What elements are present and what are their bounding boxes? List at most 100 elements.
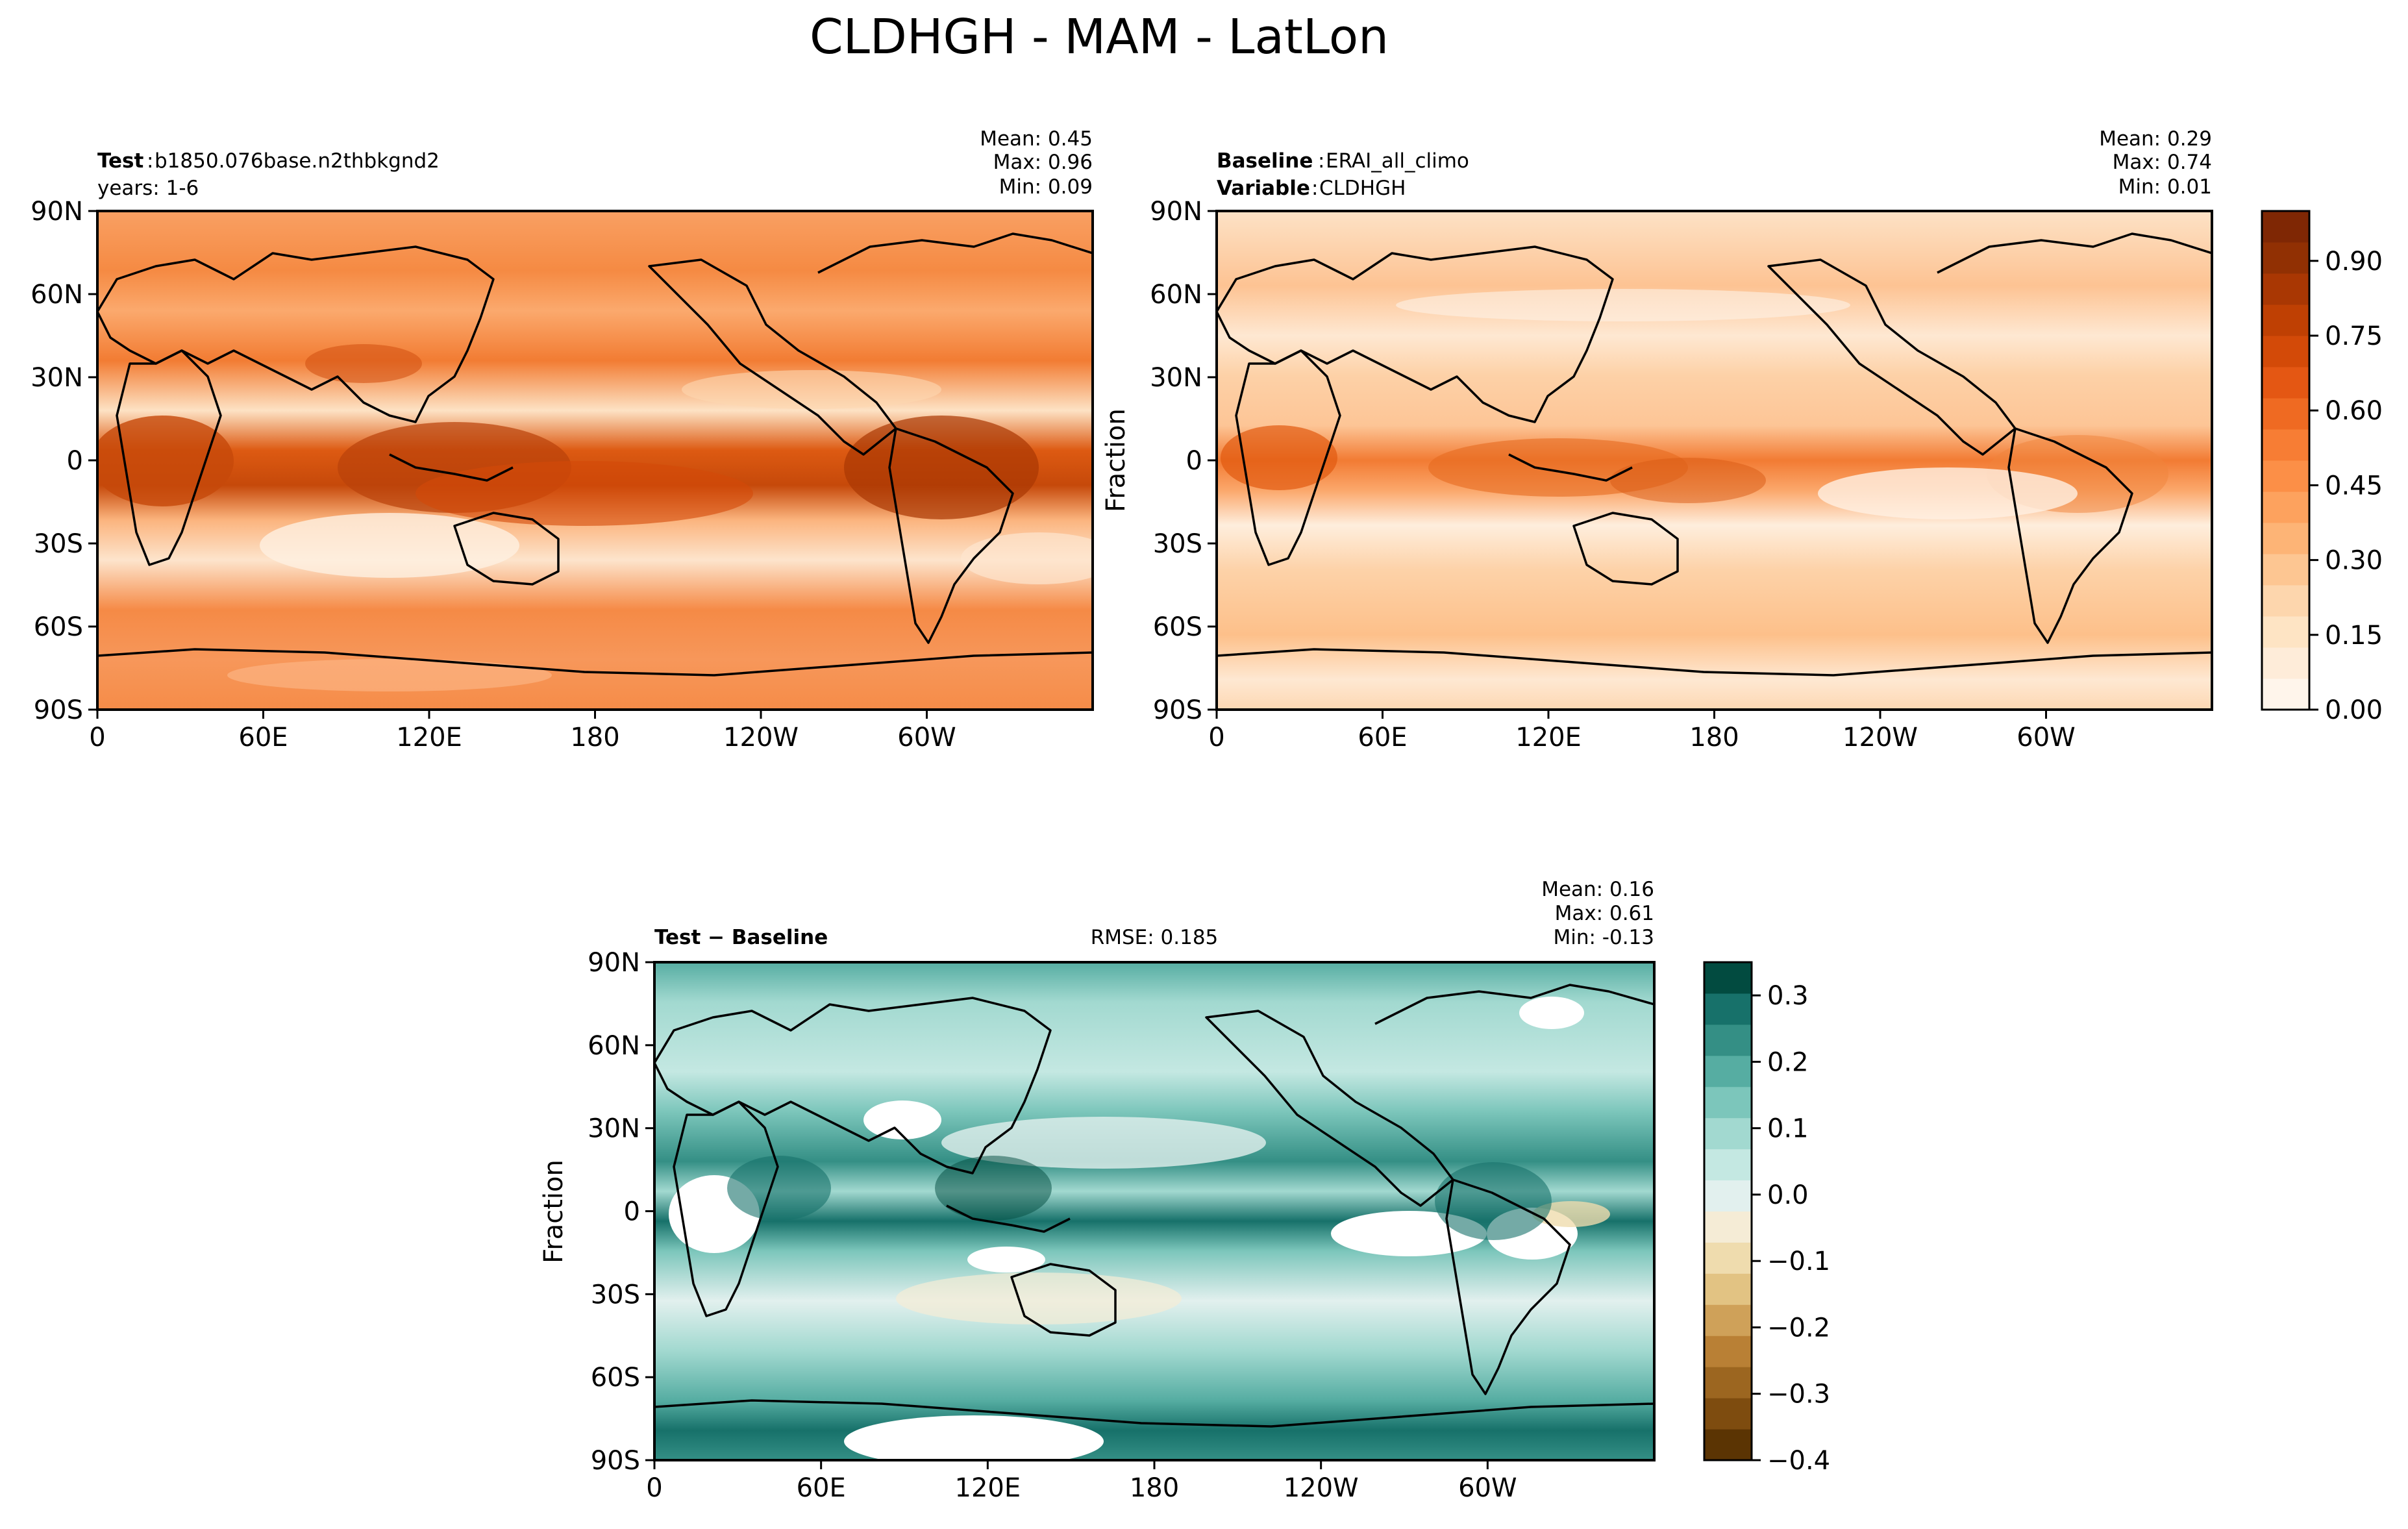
baseline-variable-bold: Variable (1217, 177, 1310, 200)
colorbar-segment (1704, 1367, 1752, 1398)
difference-axis-ticks: 0 60E 120E 180 120W 60W 90N 60N 30N 0 30S 60S 90S (588, 948, 1517, 1503)
x-tick-label: 180 (1689, 723, 1739, 752)
colorbar-segment (1704, 1304, 1752, 1336)
test-stat-max: Max: 0.96 (993, 151, 1093, 174)
colorbar-segment (2262, 585, 2309, 617)
test-label-value: b1850.076base.n2thbkgnd2 (155, 149, 440, 173)
x-tick-label: 120W (723, 723, 799, 752)
x-tick-label: 60W (1458, 1473, 1517, 1503)
baseline-variable-colon: : (1311, 177, 1318, 200)
colorbar-tick-label: 0.45 (2325, 471, 2383, 501)
colorbar-segment (2262, 491, 2309, 523)
test-stat-mean: Mean: 0.45 (980, 127, 1093, 151)
colorbar-segment (2262, 305, 2309, 336)
y-tick-label: 90N (31, 197, 83, 227)
difference-panel: Test − Baseline RMSE: 0.185 Mean: 0.16 M… (539, 878, 1830, 1503)
x-tick-label: 120W (1284, 1473, 1359, 1503)
x-tick-label: 0 (646, 1473, 662, 1503)
colorbar-tick-label: 0.3 (1767, 981, 1809, 1011)
colorbar-tick-label: −0.2 (1767, 1313, 1830, 1343)
colorbar-segment (1704, 1398, 1752, 1430)
y-tick-label: 30S (34, 529, 83, 559)
x-tick-label: 0 (1208, 723, 1224, 752)
colorbar-segment (1704, 1117, 1752, 1150)
colorbar-segment (2262, 242, 2309, 274)
colorbar-segment (1704, 1429, 1752, 1461)
colorbar-segment (2262, 554, 2309, 586)
colorbar-segment (1704, 1086, 1752, 1119)
colorbar-segment (2262, 273, 2309, 305)
baseline-stat-min: Min: 0.01 (2118, 175, 2212, 199)
colorbar-tick-label: 0.60 (2325, 396, 2383, 426)
colorbar-segment (1704, 1336, 1752, 1367)
test-subtitle: years: 1-6 (97, 177, 199, 200)
baseline-ylabel: Fraction (1101, 408, 1131, 512)
x-tick-label: 60E (238, 723, 288, 752)
difference-rmse: RMSE: 0.185 (1091, 926, 1219, 949)
baseline-panel: Baseline : ERAI_all_climo Variable : CLD… (1101, 127, 2383, 752)
colorbar-segment (1704, 1024, 1752, 1056)
x-tick-label: 180 (570, 723, 619, 752)
colorbar-segment (1704, 1242, 1752, 1274)
difference-stat-max: Max: 0.61 (1555, 902, 1654, 925)
x-tick-label: 60W (2017, 723, 2075, 752)
y-tick-label: 90S (591, 1446, 640, 1476)
x-tick-label: 180 (1130, 1473, 1179, 1503)
y-tick-label: 30N (31, 363, 83, 393)
colorbar-tick-label: −0.3 (1767, 1380, 1830, 1410)
colorbar-segment (1704, 962, 1752, 994)
y-tick-label: 90S (1153, 695, 1202, 725)
x-tick-label: 60E (1358, 723, 1407, 752)
colorbar-segment (2262, 678, 2309, 710)
y-tick-label: 60N (588, 1031, 640, 1061)
colorbar-segment (2262, 647, 2309, 679)
colorbar-tick-label: 0.2 (1767, 1047, 1809, 1077)
y-tick-label: 0 (1186, 446, 1202, 476)
colorbar-tick-label: 0.30 (2325, 546, 2383, 576)
diff-colorbar: 0.3 0.2 0.1 0.0 −0.1 −0.2 −0.3 −0.4 (1703, 961, 1830, 1476)
colorbar-segment (2262, 429, 2309, 461)
baseline-stat-mean: Mean: 0.29 (2099, 127, 2212, 151)
test-axis-ticks: 0 60E 120E 180 120W 60W 90N 60N 30N 0 30S 60S 90S (31, 197, 956, 752)
difference-map-field (654, 962, 1654, 1460)
x-tick-label: 60W (897, 723, 956, 752)
y-tick-label: 0 (67, 446, 83, 476)
y-tick-label: 60S (34, 612, 83, 642)
test-panel: Test : b1850.076base.n2thbkgnd2 years: 1… (31, 127, 1094, 752)
colorbar-segment (1704, 1211, 1752, 1243)
y-tick-label: 90N (1150, 197, 1202, 227)
colorbar-tick-label: −0.1 (1767, 1247, 1830, 1276)
y-tick-label: 30S (591, 1280, 640, 1310)
figure-title: CLDHGH - MAM - LatLon (810, 9, 1389, 65)
y-tick-label: 90N (588, 948, 640, 978)
y-tick-label: 90S (34, 695, 83, 725)
y-tick-label: 60N (1150, 280, 1202, 310)
test-label-colon: : (147, 149, 153, 173)
x-tick-label: 120E (955, 1473, 1021, 1503)
orange-colorbar: 0.00 0.15 0.30 0.45 0.60 0.75 0.90 (2261, 210, 2383, 725)
colorbar-segment (2262, 460, 2309, 492)
y-tick-label: 30S (1153, 529, 1202, 559)
colorbar-segment (1704, 993, 1752, 1025)
colorbar-tick-label: 0.15 (2325, 621, 2383, 651)
colorbar-tick-label: 0.90 (2325, 247, 2383, 277)
colorbar-tick-label: 0.75 (2325, 321, 2383, 351)
colorbar-tick-label: −0.4 (1767, 1446, 1830, 1476)
x-tick-label: 0 (89, 723, 105, 752)
colorbar-tick-label: 0.1 (1767, 1114, 1809, 1144)
baseline-axis-ticks: 0 60E 120E 180 120W 60W 90N 60N 30N 0 30S 60S 90S (1150, 197, 2076, 752)
difference-stat-mean: Mean: 0.16 (1541, 878, 1654, 901)
colorbar-segment (2262, 616, 2309, 648)
y-tick-label: 30N (588, 1114, 640, 1144)
colorbar-segment (2262, 336, 2309, 367)
test-label-bold: Test (97, 149, 144, 173)
difference-ylabel: Fraction (539, 1160, 569, 1263)
baseline-label-colon: : (1318, 149, 1324, 173)
test-map-field (97, 211, 1093, 710)
colorbar-segment (2262, 398, 2309, 430)
x-tick-label: 120W (1843, 723, 1918, 752)
colorbar-segment (1704, 1055, 1752, 1088)
colorbar-segment (2262, 211, 2309, 243)
y-tick-label: 0 (624, 1197, 640, 1227)
